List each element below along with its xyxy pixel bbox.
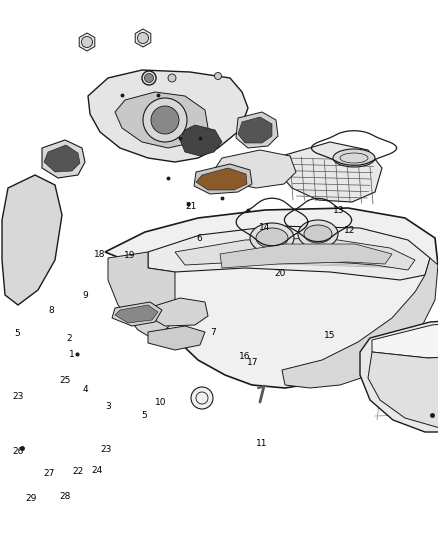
Text: 25: 25 [59, 376, 71, 385]
Text: 9: 9 [82, 291, 88, 300]
Text: 26: 26 [13, 448, 24, 456]
Circle shape [215, 72, 222, 79]
Text: 12: 12 [344, 226, 355, 235]
Circle shape [138, 33, 148, 44]
Text: 17: 17 [247, 358, 259, 367]
Polygon shape [175, 238, 415, 270]
Text: 28: 28 [59, 492, 71, 501]
Text: 5: 5 [141, 411, 148, 420]
Text: 11: 11 [256, 439, 268, 448]
Polygon shape [42, 140, 85, 178]
Polygon shape [79, 33, 95, 51]
Text: 21: 21 [185, 203, 197, 211]
Ellipse shape [333, 149, 375, 167]
Text: 5: 5 [14, 329, 21, 338]
Circle shape [191, 387, 213, 409]
Polygon shape [44, 145, 80, 172]
Text: 23: 23 [100, 446, 112, 454]
Polygon shape [236, 112, 278, 148]
Text: 14: 14 [259, 223, 270, 231]
Text: 4: 4 [83, 385, 88, 393]
Polygon shape [194, 164, 252, 194]
Polygon shape [112, 302, 162, 326]
Polygon shape [220, 244, 392, 268]
Text: 3: 3 [106, 402, 112, 410]
Polygon shape [214, 150, 296, 188]
Circle shape [145, 74, 153, 83]
Polygon shape [238, 117, 272, 143]
Circle shape [168, 74, 176, 82]
Polygon shape [360, 318, 438, 432]
Polygon shape [115, 305, 158, 323]
Polygon shape [148, 298, 208, 326]
Polygon shape [105, 208, 438, 388]
Polygon shape [115, 92, 208, 148]
Polygon shape [148, 226, 430, 280]
Text: 23: 23 [13, 392, 24, 401]
Polygon shape [196, 168, 247, 190]
Polygon shape [368, 345, 438, 428]
Text: 2: 2 [67, 335, 72, 343]
Ellipse shape [256, 228, 288, 248]
Text: 13: 13 [333, 206, 345, 214]
Polygon shape [180, 125, 222, 156]
Text: 18: 18 [94, 251, 106, 259]
Polygon shape [135, 29, 151, 47]
Text: 8: 8 [49, 306, 55, 314]
Polygon shape [278, 142, 382, 202]
Text: 24: 24 [92, 466, 103, 474]
Text: 7: 7 [210, 328, 216, 337]
Ellipse shape [298, 220, 338, 248]
Text: 10: 10 [155, 399, 167, 407]
Circle shape [81, 36, 92, 47]
Text: 1: 1 [69, 351, 75, 359]
Text: 6: 6 [196, 235, 202, 243]
Text: 29: 29 [26, 495, 37, 503]
Circle shape [151, 106, 179, 134]
Ellipse shape [304, 225, 332, 243]
Text: 16: 16 [239, 352, 250, 360]
Text: 15: 15 [324, 332, 335, 340]
Text: 27: 27 [43, 469, 55, 478]
Circle shape [143, 98, 187, 142]
Text: 22: 22 [72, 467, 84, 475]
Polygon shape [148, 326, 205, 350]
Polygon shape [88, 70, 248, 162]
Polygon shape [2, 175, 62, 305]
Polygon shape [282, 258, 438, 388]
Text: 19: 19 [124, 252, 135, 260]
Ellipse shape [250, 223, 294, 253]
Polygon shape [372, 320, 438, 358]
Polygon shape [108, 252, 175, 340]
Text: 20: 20 [275, 270, 286, 278]
